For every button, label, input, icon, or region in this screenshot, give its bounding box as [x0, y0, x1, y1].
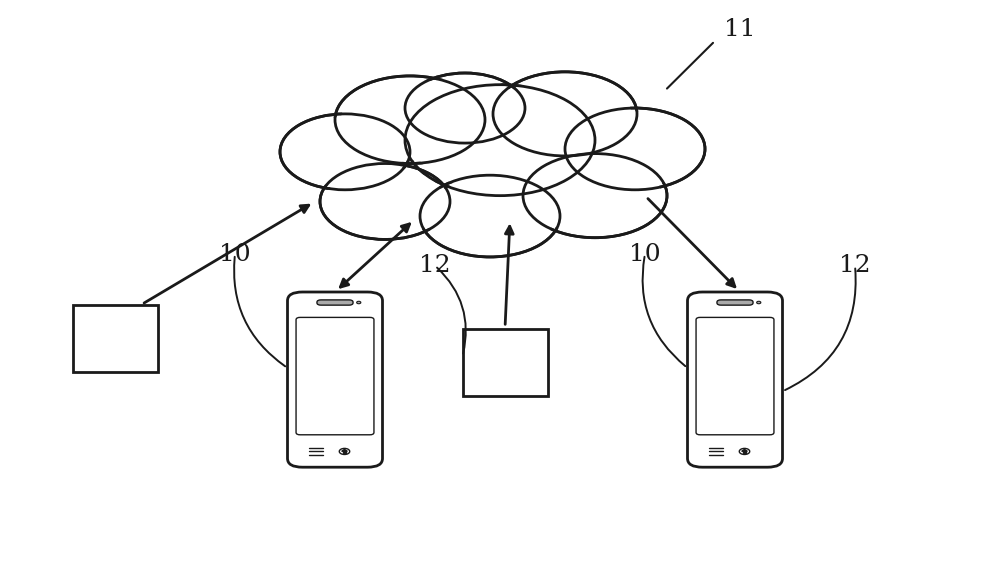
Circle shape	[523, 154, 667, 238]
FancyBboxPatch shape	[717, 300, 753, 305]
Circle shape	[280, 114, 410, 190]
FancyBboxPatch shape	[696, 318, 774, 434]
Circle shape	[413, 89, 587, 191]
Circle shape	[739, 449, 750, 454]
FancyBboxPatch shape	[688, 292, 782, 467]
Polygon shape	[743, 451, 746, 453]
Text: 12: 12	[839, 254, 871, 277]
Circle shape	[335, 76, 485, 164]
Text: 12: 12	[419, 254, 451, 277]
Polygon shape	[342, 449, 347, 451]
Circle shape	[341, 79, 479, 160]
Circle shape	[410, 76, 520, 140]
Text: 11: 11	[724, 18, 756, 41]
Bar	[462, 328, 548, 396]
Circle shape	[499, 75, 631, 152]
Text: 10: 10	[219, 242, 251, 266]
Circle shape	[320, 164, 450, 239]
Circle shape	[757, 301, 761, 304]
Bar	[73, 305, 158, 373]
Circle shape	[529, 157, 661, 234]
Circle shape	[420, 175, 560, 257]
Circle shape	[405, 73, 525, 143]
Circle shape	[426, 179, 554, 253]
Circle shape	[493, 72, 637, 156]
Circle shape	[339, 449, 350, 454]
Text: 10: 10	[629, 242, 661, 266]
Polygon shape	[343, 451, 346, 453]
FancyBboxPatch shape	[296, 318, 374, 434]
Circle shape	[565, 108, 705, 190]
Circle shape	[405, 85, 595, 196]
Circle shape	[285, 117, 405, 187]
Circle shape	[571, 112, 699, 186]
Circle shape	[357, 301, 361, 304]
FancyBboxPatch shape	[288, 292, 383, 467]
FancyBboxPatch shape	[317, 300, 353, 305]
Circle shape	[325, 166, 445, 237]
Polygon shape	[742, 449, 747, 451]
